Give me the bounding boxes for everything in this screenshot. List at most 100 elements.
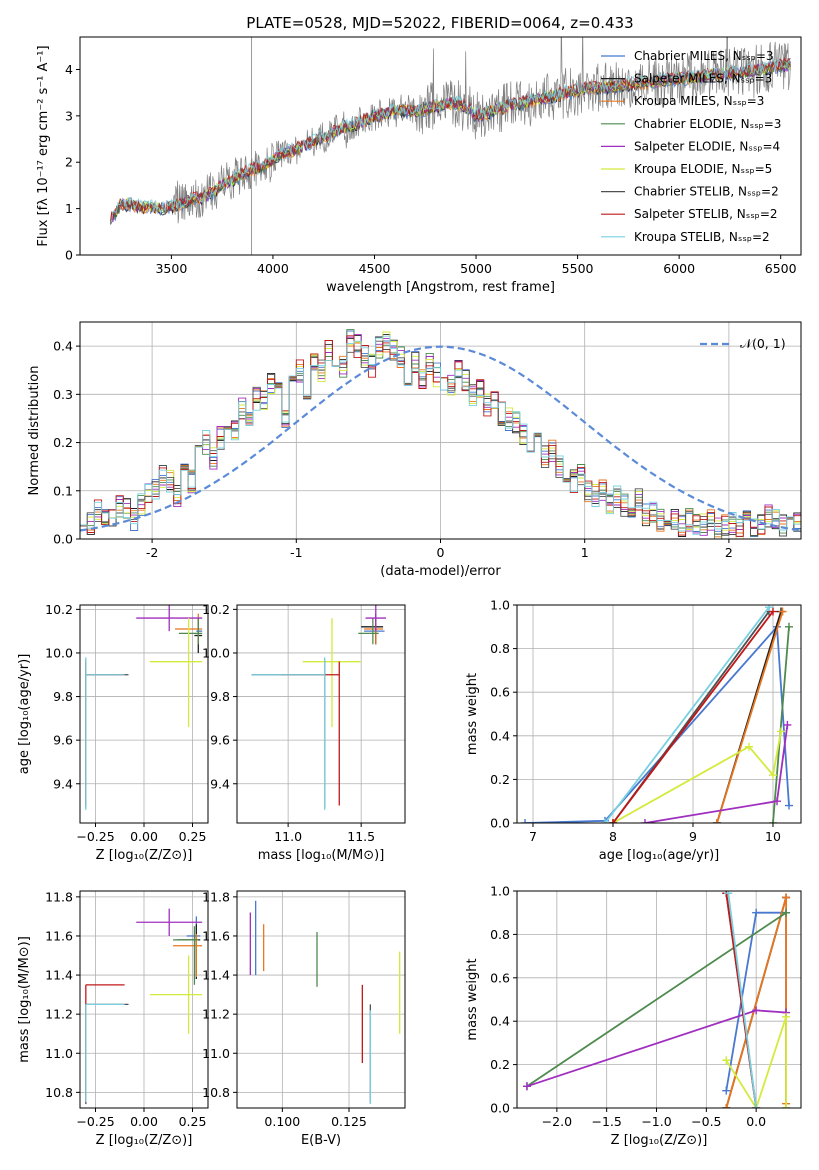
errorbar-point-chabrier-miles bbox=[364, 618, 385, 645]
y-tick-label: 0.2 bbox=[490, 1057, 510, 1072]
y-tick-label: 0.6 bbox=[490, 685, 510, 700]
errorbar-point-salpeter-elodie bbox=[136, 605, 203, 632]
panel-age-mass: 11.0 11.5 9.4 9.6 9.8 10.0 10.2 mass [log₁₀(M/M… bbox=[202, 602, 406, 863]
x-tick-label: 5500 bbox=[562, 261, 594, 276]
x-tick-label: −0.25 bbox=[76, 829, 114, 844]
errorbar-point-chabrier-stelib bbox=[85, 1003, 129, 1105]
y-tick-label: 0.8 bbox=[490, 927, 510, 942]
y-tick-label: 0.0 bbox=[53, 532, 73, 547]
plus-marker bbox=[782, 908, 791, 917]
y-tick-label: 10.0 bbox=[45, 645, 73, 660]
errorbar-point-kroupa-stelib bbox=[85, 1003, 125, 1103]
y-tick-label: 0.6 bbox=[490, 970, 510, 985]
y-tick-label: 11.2 bbox=[202, 1007, 230, 1022]
x-tick-label: 5000 bbox=[460, 261, 492, 276]
y-tick-label: 11.0 bbox=[45, 1046, 73, 1061]
y-tick-label: 3 bbox=[65, 108, 73, 123]
y-axis-label: mass weight bbox=[465, 673, 480, 755]
x-axis-label: age [log₁₀(age/yr)] bbox=[599, 848, 720, 863]
axes-frame bbox=[516, 890, 802, 1109]
plus-marker bbox=[722, 1104, 731, 1108]
weight-series-chabrier-elodie bbox=[769, 622, 793, 823]
errorbar-point-kroupa-stelib bbox=[85, 657, 125, 810]
x-tick-label: −1.5 bbox=[592, 1114, 622, 1129]
y-axis-label: mass [log₁₀(M/M⊙)] bbox=[17, 936, 32, 1063]
y-tick-label: 11.8 bbox=[202, 889, 230, 904]
y-tick-label: 11.6 bbox=[45, 928, 73, 943]
weight-line bbox=[727, 893, 758, 1108]
y-tick-label: 0.8 bbox=[490, 641, 510, 656]
plus-marker bbox=[752, 908, 761, 917]
weight-series-salpeter-stelib bbox=[609, 607, 777, 823]
x-tick-label: 0 bbox=[437, 545, 445, 560]
x-axis-label: E(B-V) bbox=[301, 1133, 341, 1148]
errorbar-point-chabrier-elodie bbox=[178, 618, 203, 645]
x-axis-label: mass [log₁₀(M/M⊙)] bbox=[258, 848, 385, 863]
x-axis-label: Z [log₁₀(Z/Z⊙)] bbox=[96, 1133, 193, 1148]
legend-label: Salpeter MILES, Nₛₛₚ=3 bbox=[634, 72, 772, 86]
y-tick-label: 9.8 bbox=[53, 689, 73, 704]
weight-line bbox=[644, 724, 789, 823]
x-tick-label: 0.25 bbox=[179, 1114, 207, 1129]
x-tick-label: 10 bbox=[765, 829, 781, 844]
errorbar-point-chabrier-elodie bbox=[358, 618, 379, 645]
plus-marker bbox=[752, 1104, 761, 1108]
histogram-kroupa-stelib bbox=[80, 335, 801, 535]
errorbar-point-kroupa-elodie bbox=[149, 618, 203, 728]
y-tick-label: 11.2 bbox=[45, 1007, 73, 1022]
panel-mass-EBV: 0.100 0.125 10.8 11.0 11.2 11.4 11.6 11.8 E(B-V) bbox=[202, 889, 406, 1148]
y-tick-label: 10.2 bbox=[45, 602, 73, 617]
x-tick-label: −1.0 bbox=[641, 1114, 671, 1129]
y-tick-label: 9.4 bbox=[210, 776, 230, 791]
x-tick-label: 9 bbox=[689, 829, 697, 844]
plus-marker bbox=[722, 1086, 731, 1095]
y-tick-label: 1 bbox=[65, 201, 73, 216]
panel-age-Z: −0.25 0.00 0.25 9.4 9.6 9.8 10.0 10.2 Z [log₁₀(Z… bbox=[17, 602, 209, 863]
plot-area bbox=[237, 605, 405, 823]
plus-marker bbox=[641, 819, 649, 823]
y-tick-label: 10.2 bbox=[202, 602, 230, 617]
plus-marker bbox=[522, 1082, 531, 1091]
x-tick-label: 3500 bbox=[155, 261, 187, 276]
x-tick-label: -2 bbox=[146, 545, 158, 560]
legend: Chabrier MILES, Nₛₛₚ=3 Salpeter MILES, Nₛ… bbox=[601, 49, 781, 244]
y-tick-label: 1.0 bbox=[490, 598, 510, 613]
y-tick-label: 9.6 bbox=[53, 733, 73, 748]
x-tick-label: 8 bbox=[609, 829, 617, 844]
y-tick-label: 11.8 bbox=[45, 889, 73, 904]
y-tick-label: 0.2 bbox=[53, 435, 73, 450]
y-tick-label: 2 bbox=[65, 155, 73, 170]
plus-marker bbox=[769, 771, 777, 780]
errorbar-point-salpeter-elodie bbox=[365, 605, 387, 632]
errorbar-point-salpeter-stelib bbox=[85, 984, 125, 1103]
y-tick-label: 1.0 bbox=[490, 884, 510, 899]
panel-mass-weight-Z: −2.0 −1.5 −1.0 −0.5 0.0 0.0 0.2 0.4 0.6 0.8 1.0 Z [… bbox=[465, 884, 802, 1148]
plus-marker bbox=[778, 607, 787, 616]
y-tick-label: 0.4 bbox=[490, 728, 510, 743]
y-tick-label: 0 bbox=[65, 248, 73, 263]
weight-series-salpeter-elodie bbox=[522, 1006, 791, 1091]
axes-frame bbox=[236, 604, 406, 824]
legend-label: Chabrier MILES, Nₛₛₚ=3 bbox=[634, 49, 774, 63]
plus-marker bbox=[609, 819, 617, 823]
x-axis-label: (data-model)/error bbox=[380, 564, 501, 579]
legend-label: Chabrier ELODIE, Nₛₛₚ=3 bbox=[634, 117, 781, 131]
x-tick-label: 0.0 bbox=[746, 1114, 766, 1129]
legend: 𝒩(0, 1) bbox=[700, 336, 786, 351]
y-tick-label: 0.3 bbox=[53, 387, 73, 402]
axes-frame bbox=[79, 36, 802, 256]
x-tick-label: 4500 bbox=[359, 261, 391, 276]
y-axis-label: Flux [fλ 10⁻¹⁷ erg cm⁻² s⁻¹ A⁻¹] bbox=[36, 45, 51, 246]
legend-label: Chabrier STELIB, Nₛₛₚ=2 bbox=[634, 185, 779, 199]
plus-marker bbox=[783, 720, 792, 729]
errorbar-point-kroupa-elodie bbox=[302, 618, 362, 728]
y-tick-label: 9.6 bbox=[210, 733, 230, 748]
plot-area bbox=[80, 891, 208, 1108]
figure-title: PLATE=0528, MJD=52022, FIBERID=0064, z=0… bbox=[246, 14, 633, 32]
plus-marker bbox=[777, 727, 785, 736]
panel-spectrum: 3500 4000 4500 5000 5500 6000 6500 0 1 2 3 4 wavelen… bbox=[36, 36, 802, 295]
plus-marker bbox=[782, 1012, 791, 1021]
x-tick-label: 11.0 bbox=[274, 829, 302, 844]
plus-marker bbox=[765, 605, 773, 612]
errorbar-point-chabrier-miles bbox=[196, 618, 203, 645]
